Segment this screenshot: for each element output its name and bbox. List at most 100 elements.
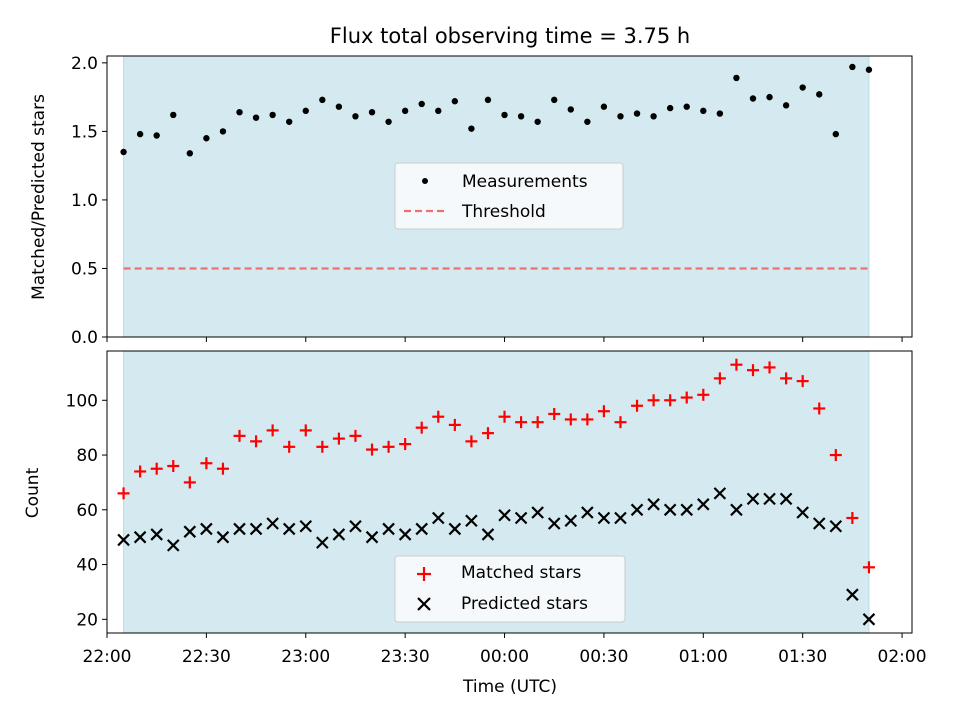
predicted-star-point <box>266 517 279 530</box>
predicted-star-point-b <box>531 506 544 519</box>
matched-star-point <box>846 512 859 525</box>
predicted-star-point <box>431 511 445 525</box>
measurement-point <box>832 130 840 138</box>
matched-star-point <box>713 372 726 385</box>
measurement-point <box>666 104 674 112</box>
measurement-point <box>385 118 392 125</box>
measurement-point <box>269 111 276 119</box>
predicted-star-point-b <box>597 511 611 525</box>
matched-star-point <box>697 388 710 401</box>
predicted-star-point <box>547 517 561 530</box>
predicted-star-point <box>365 530 379 544</box>
bottom-legend-matched-label: Matched stars <box>461 563 581 583</box>
predicted-star-point <box>398 528 412 541</box>
measurement-point <box>468 125 475 132</box>
predicted-star-point-b <box>663 503 677 517</box>
measurement-point <box>352 113 359 120</box>
matched-star-point <box>366 443 379 456</box>
top-y-tick-label: 1.5 <box>71 122 98 142</box>
predicted-star-point <box>133 530 147 544</box>
measurement-point <box>186 150 194 157</box>
predicted-star-point <box>117 533 130 547</box>
matched-star-point <box>631 399 644 412</box>
predicted-star-point-b <box>730 503 743 517</box>
bottom-plot-frame <box>106 350 913 634</box>
predicted-star-point <box>564 514 578 528</box>
matched-star-point <box>233 429 246 442</box>
predicted-star-point <box>316 536 329 549</box>
matched-star-point <box>481 427 494 440</box>
top-y-tick-label: 1.0 <box>71 191 98 211</box>
predicted-star-point-b <box>332 528 346 541</box>
matched-star-point <box>581 413 594 426</box>
top-plot-frame <box>106 55 913 338</box>
measurement-point <box>501 111 508 119</box>
measurement-point <box>766 93 773 101</box>
measurement-point <box>136 130 144 138</box>
top-legend-measurements-marker <box>422 178 428 184</box>
top-y-tick-label: 2.0 <box>71 54 98 74</box>
predicted-star-point-b <box>614 511 627 525</box>
top-legend: Measurements Threshold <box>394 162 624 230</box>
measurement-point <box>120 148 127 156</box>
matched-star-point <box>498 410 511 423</box>
predicted-star-point <box>332 528 346 541</box>
matched-star-point <box>448 418 461 431</box>
matched-star-point <box>680 391 693 404</box>
predicted-star-point-b <box>216 530 230 544</box>
predicted-star-point <box>382 522 395 536</box>
predicted-star-point <box>216 530 230 544</box>
predicted-star-point-b <box>846 588 859 601</box>
bottom-legend-predicted-marker <box>417 597 431 611</box>
matched-star-point <box>548 407 561 420</box>
top-legend-threshold-label: Threshold <box>461 202 546 222</box>
measurement-point <box>551 96 558 104</box>
top-y-axis-label: Matched/Predicted stars <box>29 94 49 300</box>
predicted-star-point <box>183 525 197 538</box>
predicted-star-point <box>812 517 826 530</box>
measurement-point <box>650 113 657 120</box>
predicted-star-point-b <box>697 498 710 511</box>
predicted-star-point <box>663 503 677 517</box>
matched-star-point <box>432 410 445 423</box>
bottom-x-tick-label: 00:30 <box>579 647 628 667</box>
matched-star-point <box>332 432 345 445</box>
bottom-y-tick-label: 80 <box>76 446 98 466</box>
matched-star-point <box>564 413 577 426</box>
matched-star-point <box>399 438 412 451</box>
measurement-point <box>401 107 409 115</box>
predicted-star-point <box>448 522 462 536</box>
matched-star-point <box>415 421 428 434</box>
predicted-star-point-b <box>547 517 561 530</box>
predicted-star-point-b <box>282 522 296 536</box>
predicted-star-point-b <box>481 528 495 541</box>
measurement-point <box>451 98 459 105</box>
matched-star-point <box>780 372 793 385</box>
measurement-point <box>302 107 309 115</box>
bottom-legend-matched-marker <box>417 567 431 581</box>
matched-star-point <box>316 440 329 453</box>
measurement-point <box>617 113 624 120</box>
bottom-x-tick-label: 01:30 <box>778 647 827 667</box>
matched-star-point <box>200 457 213 470</box>
predicted-star-point-b <box>796 506 809 519</box>
predicted-star-point-b <box>680 503 694 517</box>
measurement-point <box>816 91 823 98</box>
matched-star-point <box>283 440 296 453</box>
predicted-star-point <box>415 522 428 536</box>
measurement-point <box>733 74 740 82</box>
bottom-panel: 20 40 60 80 100 22:00 22:30 23:00 23:30 00:00 00:3… <box>23 350 927 697</box>
measurement-point <box>700 107 707 115</box>
predicted-star-point <box>282 522 296 536</box>
measurement-point <box>683 103 690 110</box>
matched-star-point <box>515 416 528 429</box>
predicted-star-point <box>531 506 544 519</box>
predicted-star-point <box>200 522 213 536</box>
matched-star-point <box>647 394 660 407</box>
measurement-point <box>749 95 757 102</box>
predicted-star-point-b <box>812 517 826 530</box>
bottom-x-tick-label: 00:00 <box>480 647 529 667</box>
predicted-star-point <box>514 511 528 525</box>
predicted-star-point-b <box>233 522 246 536</box>
